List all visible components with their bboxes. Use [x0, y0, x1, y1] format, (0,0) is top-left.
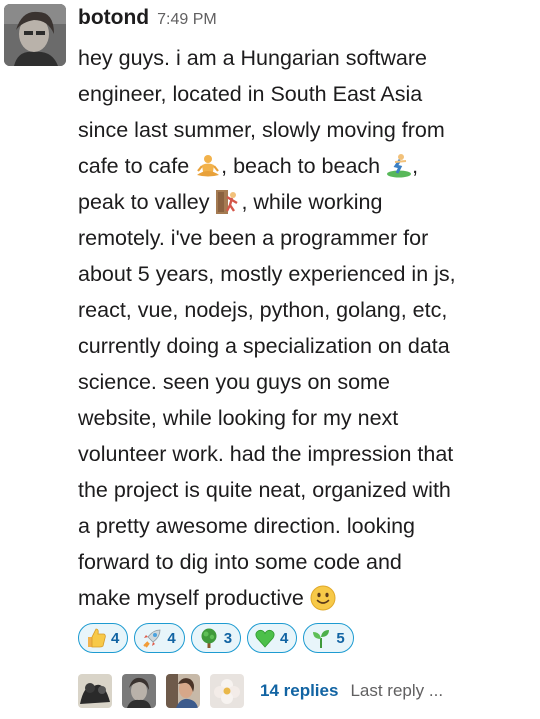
message-line: react, vue, nodejs, python, golang, etc,	[78, 298, 448, 322]
reaction-seedling[interactable]: 5	[303, 623, 354, 653]
thumbs-up-icon	[85, 627, 107, 649]
reaction-count: 4	[167, 629, 176, 647]
message-line: forward to dig into some code and	[78, 550, 402, 574]
message-line: peak to valley , while working	[78, 189, 383, 215]
message-line: the project is quite neat, organized wit…	[78, 478, 451, 502]
reaction-count: 5	[336, 629, 345, 647]
thread-participant-avatar	[210, 674, 244, 708]
reaction-count: 4	[280, 629, 289, 647]
thread-participant-avatar	[78, 674, 112, 708]
message-line: volunteer work. had the impression that	[78, 442, 454, 466]
thread-participant-avatar	[122, 674, 156, 708]
reaction-count: 3	[223, 629, 233, 647]
tree-icon	[198, 627, 220, 649]
author-avatar[interactable]	[4, 4, 66, 66]
message-body: hey guys. i am a Hungarian software engi…	[78, 40, 528, 616]
timestamp[interactable]: 7:49 PM	[157, 11, 217, 28]
message-line: make myself productive	[78, 580, 528, 616]
reaction-thumbs-up[interactable]: 4	[78, 623, 129, 653]
message-line: science. seen you guys on some	[78, 370, 390, 394]
message-line: remotely. i've been a programmer for	[78, 226, 429, 250]
message-line: a pretty awesome direction. looking	[78, 514, 416, 538]
rocket-icon	[141, 627, 163, 649]
seedling-icon	[310, 627, 332, 649]
message-line: engineer, located in South East Asia	[78, 82, 423, 106]
slightly-smiling-face-icon	[310, 585, 336, 611]
person-climbing-icon	[215, 189, 241, 215]
thread-summary[interactable]: 14 replies Last reply ...	[78, 674, 443, 708]
thread-last-reply: Last reply ...	[350, 681, 444, 700]
message-line: about 5 years, mostly experienced in js,	[78, 262, 456, 286]
person-surfing-icon	[386, 153, 412, 179]
thread-replies-link[interactable]: 14 replies	[260, 681, 339, 700]
message-line: cafe to cafe , beach to beach ,	[78, 153, 419, 179]
reaction-tree[interactable]: 3	[190, 623, 242, 653]
message-line: hey guys. i am a Hungarian software	[78, 46, 427, 70]
reactions-bar: 4 4 3	[78, 623, 354, 653]
reaction-rocket[interactable]: 4	[134, 623, 185, 653]
thread-participant-avatar	[166, 674, 200, 708]
green-heart-icon	[254, 627, 276, 649]
author-name[interactable]: botond	[78, 6, 150, 29]
message-line: since last summer, slowly moving from	[78, 118, 445, 142]
message-line: website, while looking for my next	[78, 406, 399, 430]
message-line: currently doing a specialization on data	[78, 334, 450, 358]
message-header: botond 7:49 PM	[78, 6, 217, 34]
person-in-lotus-position-icon	[195, 153, 221, 179]
reaction-count: 4	[111, 629, 120, 647]
reaction-green-heart[interactable]: 4	[247, 623, 298, 653]
